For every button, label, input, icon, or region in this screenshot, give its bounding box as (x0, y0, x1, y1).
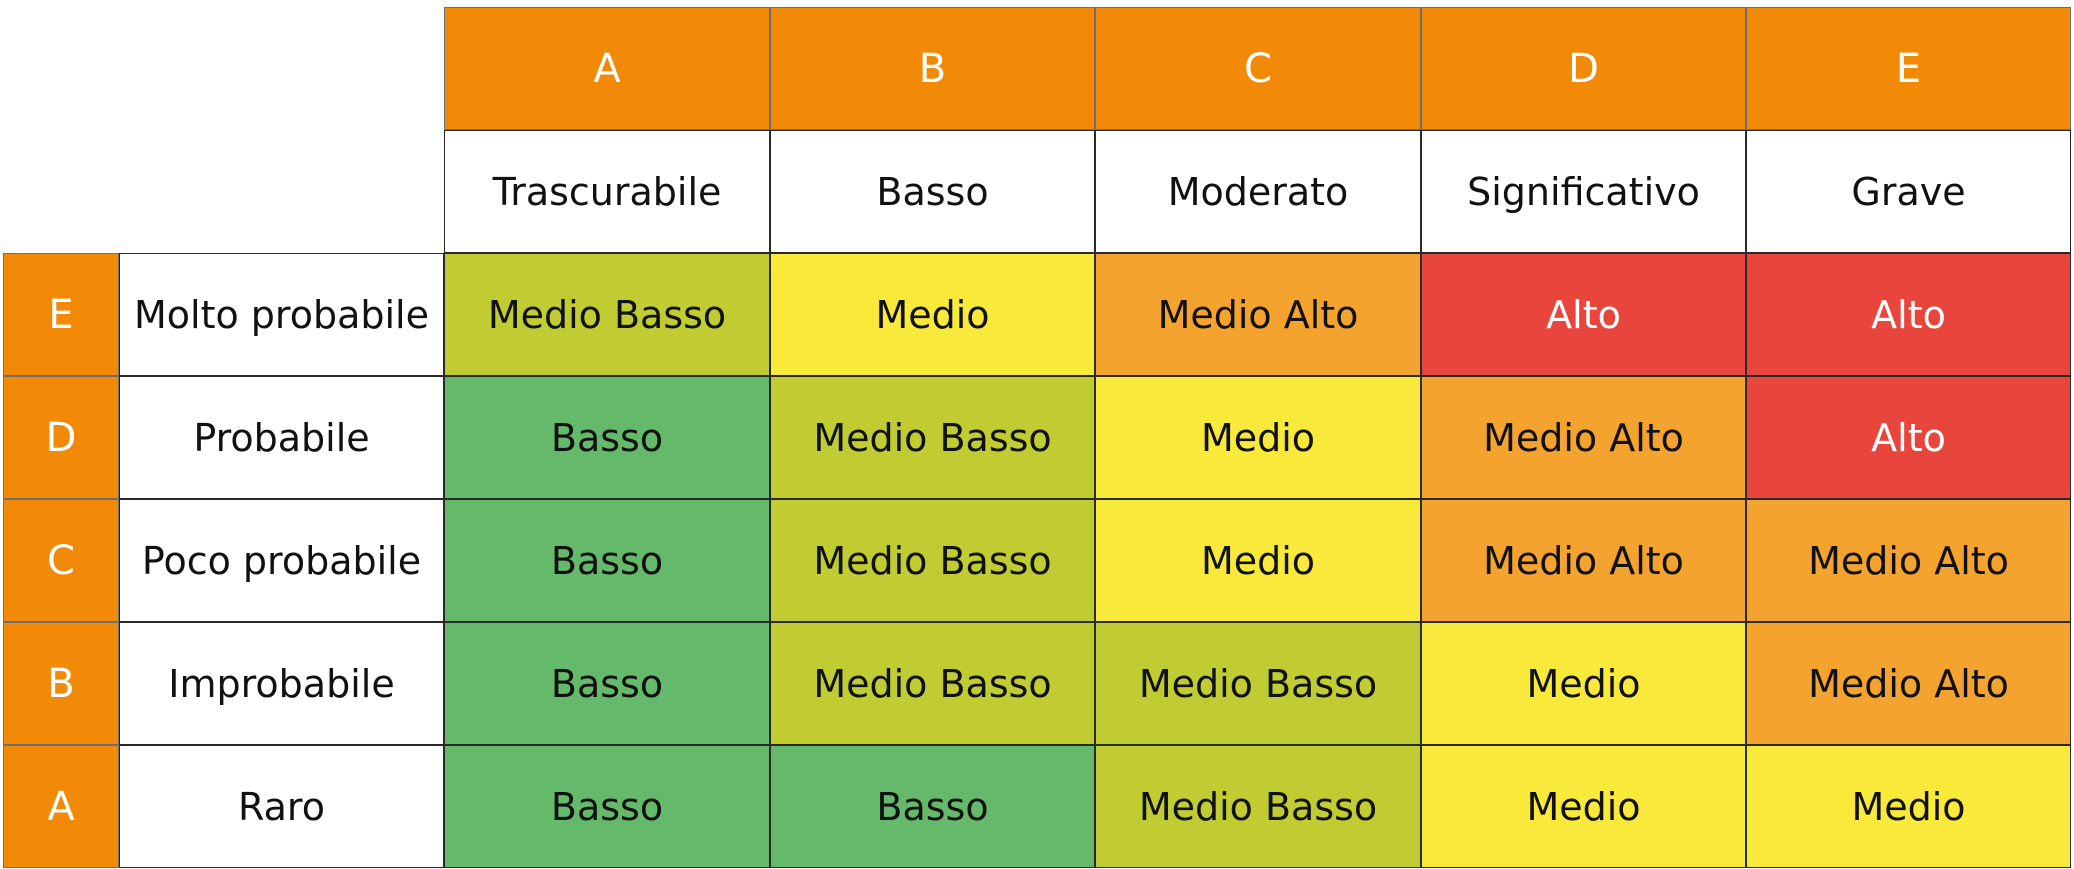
row-code: A (3, 745, 119, 868)
risk-cell: Medio Basso (770, 499, 1095, 622)
row-label: Poco probabile (119, 499, 444, 622)
row-code: C (3, 499, 119, 622)
row-label: Raro (119, 745, 444, 868)
risk-cell: Medio Alto (1421, 376, 1746, 499)
column-code: B (770, 7, 1095, 130)
risk-cell: Medio Basso (444, 253, 770, 376)
risk-cell: Medio (1421, 622, 1746, 745)
risk-cell: Alto (1746, 376, 2071, 499)
risk-cell: Medio Basso (1095, 622, 1421, 745)
risk-cell: Medio Alto (1746, 499, 2071, 622)
risk-cell: Basso (770, 745, 1095, 868)
column-label: Grave (1746, 130, 2071, 253)
row-label: Molto probabile (119, 253, 444, 376)
risk-cell: Basso (444, 622, 770, 745)
column-code: E (1746, 7, 2071, 130)
row-label: Improbabile (119, 622, 444, 745)
risk-cell: Medio (1095, 499, 1421, 622)
risk-cell: Basso (444, 499, 770, 622)
risk-cell: Alto (1421, 253, 1746, 376)
risk-cell: Medio (770, 253, 1095, 376)
risk-cell: Basso (444, 376, 770, 499)
column-code: C (1095, 7, 1421, 130)
column-code: D (1421, 7, 1746, 130)
column-label: Significativo (1421, 130, 1746, 253)
risk-cell: Medio Basso (770, 376, 1095, 499)
row-code: E (3, 253, 119, 376)
column-label: Trascurabile (444, 130, 770, 253)
risk-cell: Alto (1746, 253, 2071, 376)
risk-cell: Medio Alto (1746, 622, 2071, 745)
risk-cell: Basso (444, 745, 770, 868)
risk-cell: Medio (1746, 745, 2071, 868)
row-code: B (3, 622, 119, 745)
row-code: D (3, 376, 119, 499)
risk-cell: Medio Alto (1421, 499, 1746, 622)
risk-cell: Medio (1095, 376, 1421, 499)
column-label: Moderato (1095, 130, 1421, 253)
column-label: Basso (770, 130, 1095, 253)
risk-cell: Medio Alto (1095, 253, 1421, 376)
row-label: Probabile (119, 376, 444, 499)
risk-cell: Medio Basso (770, 622, 1095, 745)
column-code: A (444, 7, 770, 130)
risk-cell: Medio Basso (1095, 745, 1421, 868)
risk-cell: Medio (1421, 745, 1746, 868)
